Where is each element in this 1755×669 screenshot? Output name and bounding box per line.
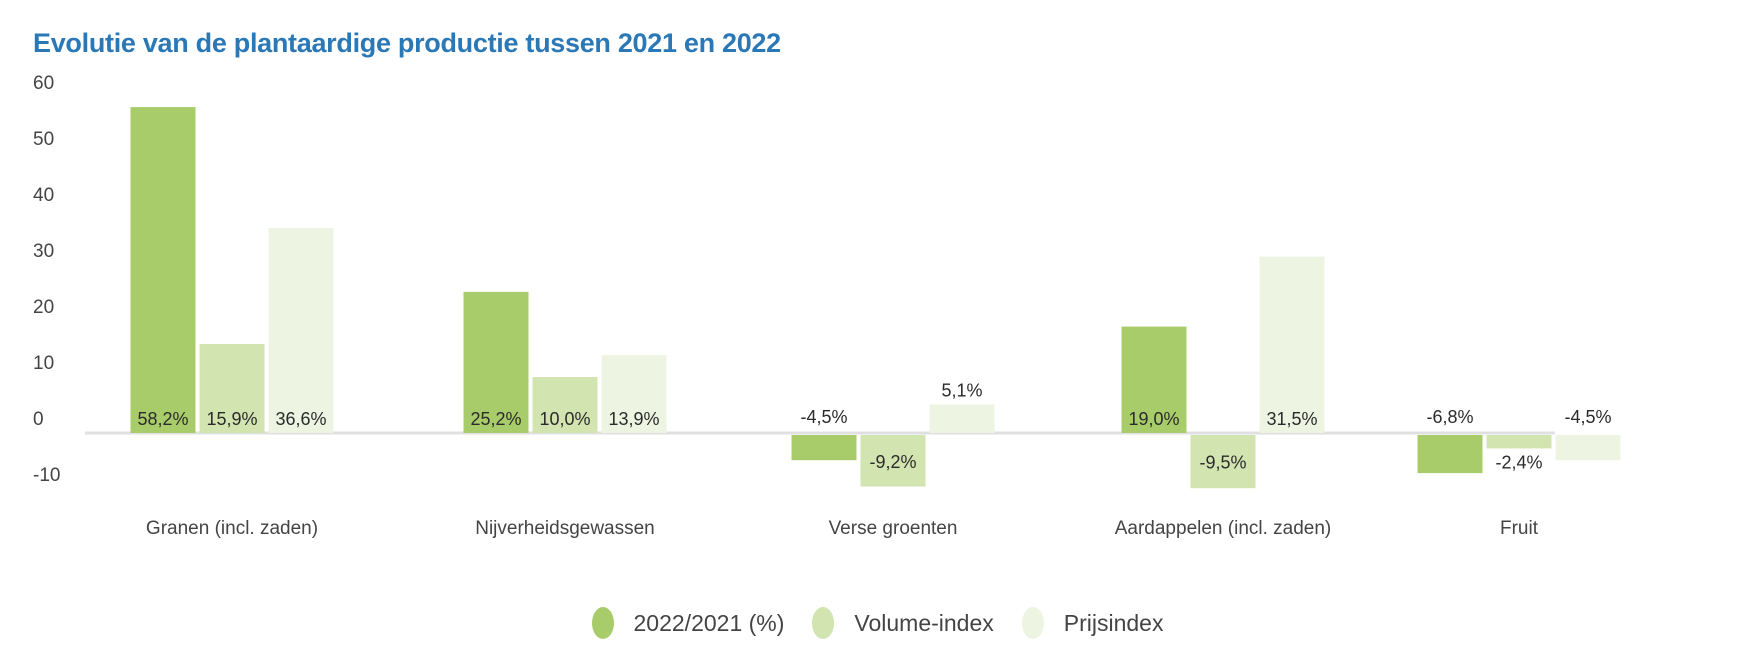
legend-item-series-1[interactable]: Volume-index: [812, 607, 994, 639]
bar-4-2[interactable]: [1555, 435, 1621, 461]
bars-group: [130, 107, 1621, 489]
data-label-3-2: 31,5%: [1266, 409, 1317, 429]
legend-label: Prijsindex: [1063, 609, 1164, 636]
data-label-4-2: -4,5%: [1564, 407, 1611, 427]
bar-0-0[interactable]: [130, 107, 196, 433]
data-label-0-0: 58,2%: [137, 409, 188, 429]
y-tick-label: 50: [33, 129, 54, 150]
bar-1-1[interactable]: [532, 377, 598, 433]
legend-swatch-icon: [591, 607, 614, 639]
y-tick-label: -10: [33, 465, 60, 486]
data-label-4-0: -6,8%: [1426, 407, 1473, 427]
x-category-label: Fruit: [1500, 518, 1539, 539]
legend-item-series-0[interactable]: 2022/2021 (%): [591, 607, 785, 639]
data-label-0-2: 36,6%: [275, 409, 326, 429]
data-label-0-1: 15,9%: [206, 409, 257, 429]
data-label-2-1: -9,2%: [869, 452, 916, 472]
y-tick-label: 10: [33, 353, 54, 374]
y-tick-label: 0: [33, 409, 44, 430]
data-label-1-2: 13,9%: [608, 409, 659, 429]
data-label-4-1: -2,4%: [1495, 452, 1542, 472]
data-label-1-1: 10,0%: [539, 409, 590, 429]
x-category-label: Aardappelen (incl. zaden): [1115, 518, 1332, 539]
data-label-3-0: 19,0%: [1128, 409, 1179, 429]
data-label-1-0: 25,2%: [470, 409, 521, 429]
y-axis: 60 50 40 30 20 10 0 -10: [33, 73, 60, 486]
bar-0-2[interactable]: [268, 228, 334, 433]
y-tick-label: 30: [33, 241, 54, 262]
legend-swatch-icon: [812, 607, 835, 639]
legend-item-series-2[interactable]: Prijsindex: [1021, 607, 1164, 639]
bar-2-0[interactable]: [791, 435, 857, 461]
x-axis: Granen (incl. zaden) Nijverheidsgewassen V…: [146, 518, 1539, 539]
bar-4-0[interactable]: [1417, 435, 1483, 474]
x-category-label: Verse groenten: [829, 518, 958, 539]
data-label-3-1: -9,5%: [1199, 453, 1246, 473]
x-category-label: Granen (incl. zaden): [146, 518, 318, 539]
bar-4-1[interactable]: [1486, 435, 1552, 449]
legend-swatch-icon: [1021, 607, 1044, 639]
y-tick-label: 40: [33, 185, 54, 206]
chart-title: Evolutie van de plantaardige productie t…: [33, 28, 781, 58]
bar-2-1[interactable]: [860, 435, 926, 487]
bar-3-0[interactable]: [1121, 326, 1187, 433]
data-label-2-2: 5,1%: [941, 380, 982, 400]
bar-1-0[interactable]: [463, 291, 529, 433]
bar-chart: 60 50 40 30 20 10 0 -10 58,2% 15,9% 36,6% 25,2% 10,…: [33, 73, 1621, 539]
legend: 2022/2021 (%) Volume-index Prijsindex: [0, 607, 1755, 639]
bar-3-2[interactable]: [1259, 256, 1325, 433]
y-tick-label: 20: [33, 297, 54, 318]
bar-2-2[interactable]: [929, 404, 995, 433]
bar-0-1[interactable]: [199, 343, 265, 433]
data-labels-group: 58,2% 15,9% 36,6% 25,2% 10,0% 13,9% -4,5% -9,2%…: [137, 380, 1611, 472]
legend-label: 2022/2021 (%): [633, 609, 785, 636]
x-category-label: Nijverheidsgewassen: [475, 518, 655, 539]
bar-3-1[interactable]: [1190, 435, 1256, 489]
legend-label: Volume-index: [854, 609, 994, 636]
bar-1-2[interactable]: [601, 355, 667, 433]
data-label-2-0: -4,5%: [800, 407, 847, 427]
y-tick-label: 60: [33, 73, 54, 94]
